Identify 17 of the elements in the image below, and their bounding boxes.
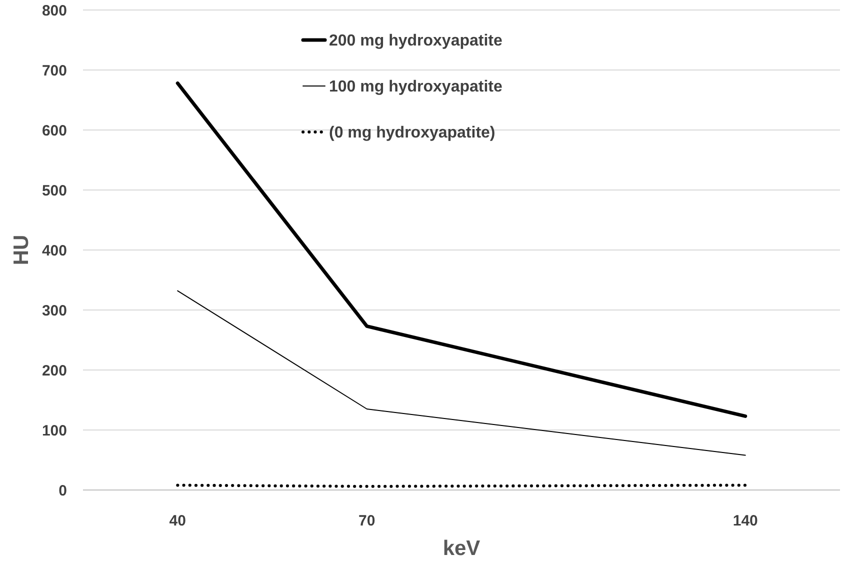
y-axis-title: HU <box>10 234 33 266</box>
legend-label: 200 mg hydroxyapatite <box>329 32 502 50</box>
y-tick-label: 0 <box>58 482 67 500</box>
y-tick-label: 100 <box>42 422 67 440</box>
y-tick-label: 700 <box>42 62 67 80</box>
y-tick-label: 600 <box>42 122 67 140</box>
y-tick-label: 800 <box>42 2 67 20</box>
x-tick-label: 70 <box>358 512 376 530</box>
x-axis-title: keV <box>442 537 480 560</box>
legend-label: (0 mg hydroxyapatite) <box>329 124 496 142</box>
y-tick-label: 500 <box>42 182 67 200</box>
y-tick-label: 200 <box>42 362 67 380</box>
legend-label: 100 mg hydroxyapatite <box>329 78 502 96</box>
y-tick-label: 300 <box>42 302 67 320</box>
x-tick-label: 140 <box>732 512 758 530</box>
x-tick-label: 40 <box>169 512 186 530</box>
y-tick-label: 400 <box>42 242 67 260</box>
